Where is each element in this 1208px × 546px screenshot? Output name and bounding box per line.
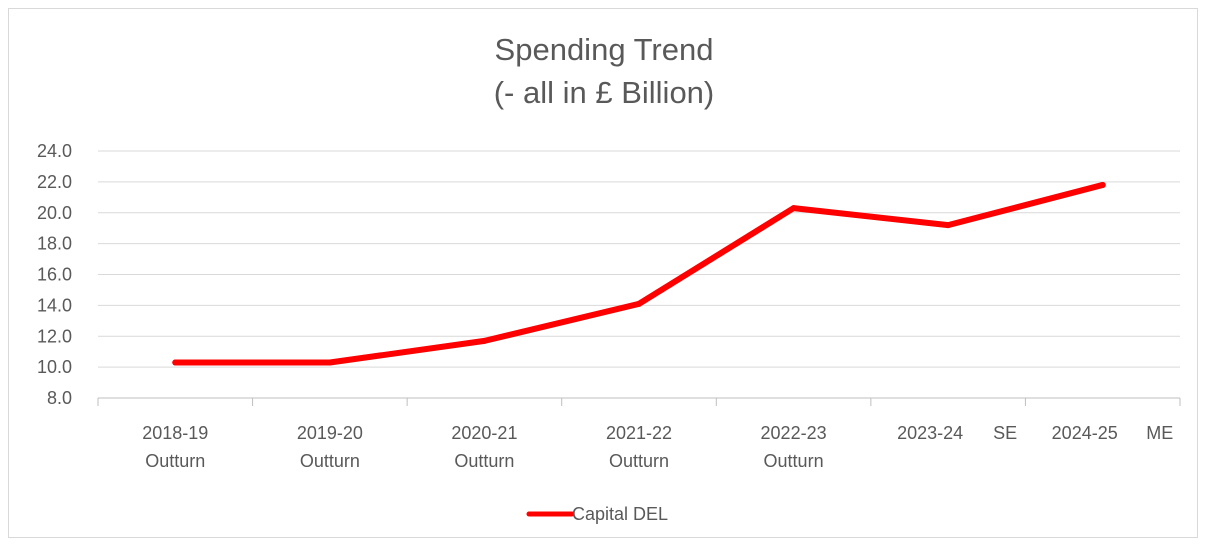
series-group bbox=[172, 181, 1106, 366]
data-point bbox=[945, 222, 952, 229]
chart-frame bbox=[8, 8, 1198, 538]
data-point bbox=[790, 205, 797, 212]
y-tick-label: 18.0 bbox=[37, 234, 72, 254]
y-tick-label: 8.0 bbox=[47, 388, 72, 408]
x-tick-label-year: 2020-21 bbox=[451, 423, 517, 443]
x-tick-label-type: Outturn bbox=[300, 451, 360, 471]
chart-title-line-1: Spending Trend bbox=[495, 32, 714, 67]
x-tick-label-type: SE bbox=[993, 423, 1017, 443]
legend-label-capital-del: Capital DEL bbox=[572, 504, 668, 524]
y-tick-label: 24.0 bbox=[37, 141, 72, 161]
y-tick-label: 14.0 bbox=[37, 295, 72, 315]
y-tick-label: 10.0 bbox=[37, 357, 72, 377]
data-point bbox=[172, 359, 179, 366]
y-tick-label: 20.0 bbox=[37, 203, 72, 223]
chart-title-line-2: (- all in £ Billion) bbox=[494, 75, 715, 110]
x-tick-label-year: 2021-22 bbox=[606, 423, 672, 443]
x-tick-label-type: Outturn bbox=[609, 451, 669, 471]
x-tick-label-year: 2022-23 bbox=[761, 423, 827, 443]
gridlines bbox=[98, 150, 1180, 368]
x-tick-label-year: 2024-25 bbox=[1052, 423, 1118, 443]
legend: Capital DEL bbox=[526, 504, 668, 524]
data-point bbox=[481, 337, 488, 344]
data-point bbox=[1099, 181, 1106, 188]
y-tick-label: 16.0 bbox=[37, 265, 72, 285]
y-tick-label: 12.0 bbox=[37, 326, 72, 346]
x-tick-label-type: ME bbox=[1146, 423, 1173, 443]
x-axis-tick-labels: 2018-19 Outturn 2019-20 Outturn 2020-21 Outtu… bbox=[142, 423, 1173, 471]
x-tick-label-type: Outturn bbox=[145, 451, 205, 471]
x-tick-label-type: Outturn bbox=[454, 451, 514, 471]
chart-title: Spending Trend (- all in £ Billion) bbox=[494, 32, 715, 110]
x-tick-label-type: Outturn bbox=[764, 451, 824, 471]
data-point bbox=[326, 359, 333, 366]
y-axis-tick-labels: 8.0 10.0 12.0 14.0 16.0 18.0 20.0 22.0 24.0 bbox=[37, 141, 72, 408]
x-tick-label-year: 2019-20 bbox=[297, 423, 363, 443]
y-tick-label: 22.0 bbox=[37, 172, 72, 192]
x-axis bbox=[97, 397, 1181, 406]
data-point bbox=[636, 300, 642, 307]
x-tick-label-year: 2018-19 bbox=[142, 423, 208, 443]
x-tick-label-year: 2023-24 bbox=[897, 423, 963, 443]
